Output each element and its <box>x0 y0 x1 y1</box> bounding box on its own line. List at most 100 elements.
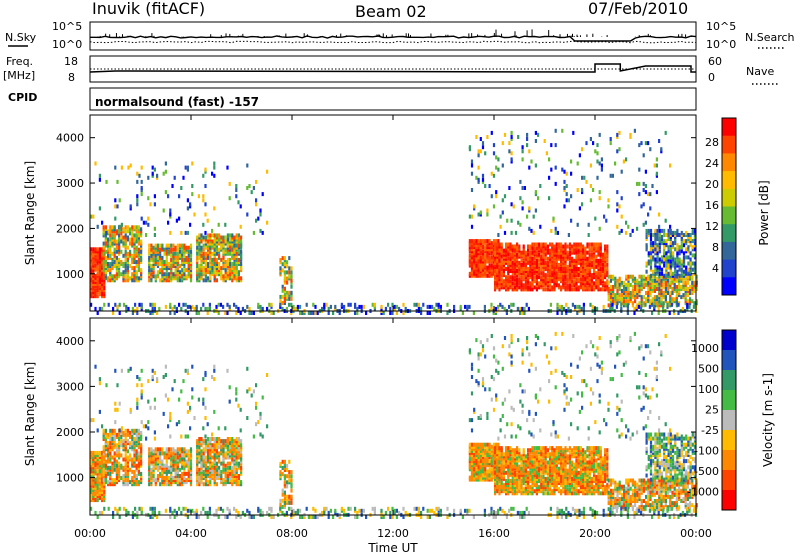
power-cell <box>593 275 596 280</box>
power-cell <box>527 248 530 253</box>
power-cell <box>140 274 143 279</box>
power-cell <box>604 246 607 251</box>
colorbar-tick: 24 <box>705 157 719 170</box>
power-cell <box>527 285 530 290</box>
velocity-cell <box>92 461 95 466</box>
power-cell <box>597 260 600 265</box>
velocity-cell <box>231 465 234 470</box>
velocity-cell <box>235 463 238 468</box>
velocity-cell <box>137 465 140 470</box>
power-cell <box>202 255 205 260</box>
power-cell <box>502 252 505 257</box>
velocity-cell <box>222 455 225 460</box>
power-cell <box>92 267 95 272</box>
velocity-cell <box>477 461 480 466</box>
power-cell <box>589 137 592 141</box>
power-cell <box>546 260 549 265</box>
power-cell <box>673 287 676 291</box>
power-cell <box>510 202 513 207</box>
velocity-cell <box>240 447 243 452</box>
power-cell <box>185 245 188 250</box>
power-cell <box>500 258 503 263</box>
power-cell <box>98 253 101 258</box>
power-cell <box>172 272 175 277</box>
velocity-cell <box>479 469 482 474</box>
velocity-cell <box>468 465 471 470</box>
power-cell <box>638 274 641 279</box>
velocity-cell <box>90 471 93 476</box>
power-cell <box>640 295 643 300</box>
power-cell <box>109 237 112 242</box>
velocity-cell <box>477 475 480 480</box>
power-cell <box>544 252 547 257</box>
velocity-cell <box>211 465 214 470</box>
power-cell <box>595 285 598 290</box>
power-cell <box>576 222 579 227</box>
velocity-cell <box>167 482 171 487</box>
power-cell <box>224 235 227 240</box>
power-cell <box>519 196 522 201</box>
power-cell <box>518 285 521 290</box>
power-cell <box>527 256 530 261</box>
power-cell <box>562 252 565 257</box>
velocity-cell <box>200 439 203 444</box>
power-cell <box>562 285 565 290</box>
power-cell <box>660 241 664 246</box>
power-cell <box>535 242 538 247</box>
power-cell <box>204 241 207 246</box>
velocity-cell <box>101 461 104 466</box>
power-cell <box>475 135 478 139</box>
power-cell <box>151 173 154 178</box>
power-cell <box>510 130 513 135</box>
power-cell <box>516 306 519 311</box>
power-cell <box>477 149 480 154</box>
power-cell <box>651 302 654 307</box>
velocity-cell <box>200 437 203 441</box>
power-cell <box>499 224 502 229</box>
power-cell <box>498 281 501 286</box>
power-cell <box>695 287 698 291</box>
power-cell <box>625 291 628 295</box>
velocity-cell <box>140 451 143 456</box>
power-cell <box>235 251 238 256</box>
power-cell <box>604 260 607 265</box>
velocity-cell <box>226 478 229 483</box>
power-cell <box>498 256 501 261</box>
power-cell <box>570 218 573 223</box>
power-cell <box>553 267 556 271</box>
power-cell <box>649 299 652 304</box>
power-cell <box>607 198 610 203</box>
velocity-cell <box>140 447 143 452</box>
power-cell <box>538 269 541 273</box>
power-cell <box>235 233 238 238</box>
power-cell <box>102 245 105 250</box>
power-cell <box>193 306 196 311</box>
power-cell <box>470 257 474 262</box>
power-cell <box>687 245 690 250</box>
velocity-cell <box>172 459 175 464</box>
power-cell <box>98 292 101 297</box>
power-cell <box>592 188 595 192</box>
power-cell <box>461 311 464 315</box>
power-cell <box>674 273 677 278</box>
power-cell <box>290 274 293 279</box>
power-cell <box>226 262 229 266</box>
power-cell <box>468 263 471 268</box>
power-cell <box>500 277 503 282</box>
power-cell <box>140 241 143 246</box>
nsky-spikes <box>97 29 693 37</box>
power-cell <box>207 276 210 281</box>
power-cell <box>129 237 132 242</box>
power-cell <box>279 268 282 273</box>
power-cell <box>185 260 188 264</box>
power-cell <box>616 297 619 302</box>
velocity-cell <box>133 469 136 474</box>
power-cell <box>163 247 166 252</box>
velocity-cell <box>135 428 138 433</box>
power-cell <box>446 311 449 315</box>
velocity-cell <box>213 455 216 460</box>
power-cell <box>189 270 193 275</box>
power-cell <box>554 181 557 186</box>
power-cell <box>104 235 107 240</box>
power-cell <box>196 249 199 254</box>
